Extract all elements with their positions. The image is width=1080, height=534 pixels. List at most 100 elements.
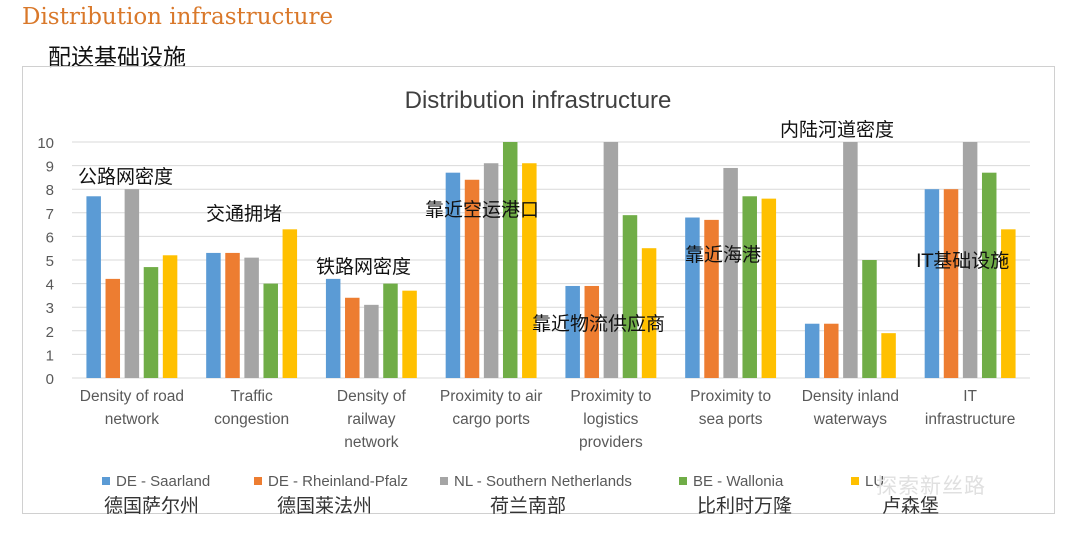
bar [584, 285, 600, 378]
bars [86, 142, 1016, 378]
legend-swatch [254, 477, 262, 485]
bar [263, 283, 278, 378]
bar [962, 142, 978, 378]
bar [502, 142, 518, 378]
legend-swatch [440, 477, 448, 485]
bar [824, 323, 839, 378]
bar [641, 248, 657, 378]
y-tick-label: 5 [46, 253, 54, 270]
annotation-label: 靠近空运港口 [425, 199, 539, 221]
x-tick-label: congestion [214, 411, 289, 428]
bar [603, 142, 619, 378]
y-axis-ticks: 0 1 2 3 4 5 6 7 8 9 10 [37, 135, 54, 388]
y-tick-label: 10 [37, 135, 54, 152]
x-tick-label: infrastructure [925, 411, 1015, 428]
bar [704, 219, 719, 378]
legend-swatch [851, 477, 859, 485]
bar [522, 163, 537, 378]
x-tick-label: network [344, 434, 399, 451]
bar [345, 297, 360, 378]
x-tick-label: waterways [813, 411, 887, 428]
legend-label-cn: 比利时万隆 [697, 495, 792, 517]
bar [843, 142, 858, 378]
x-tick-label: Proximity to [570, 388, 651, 405]
bar [124, 189, 140, 378]
x-axis-labels: Density of road network Traffic congestion D… [80, 388, 1016, 451]
bar [862, 260, 877, 378]
bar [742, 196, 757, 378]
bar [244, 257, 259, 378]
annotation-label: 公路网密度 [78, 166, 173, 188]
chart-frame [22, 66, 1055, 514]
bar [622, 215, 638, 378]
legend-label-cn: 卢森堡 [882, 495, 939, 517]
annotation-label: 铁路网密度 [316, 256, 411, 278]
x-tick-label: sea ports [699, 411, 763, 428]
bar [445, 172, 461, 378]
bar [325, 278, 341, 378]
x-tick-label: logistics [583, 411, 638, 428]
bar [86, 196, 101, 378]
bar [402, 290, 417, 378]
annotation-label: 内陆河道密度 [780, 119, 894, 141]
bar [206, 252, 221, 378]
bar [1001, 229, 1016, 378]
y-tick-label: 0 [46, 371, 54, 388]
bar [685, 217, 700, 378]
annotation-label: 靠近海港 [685, 244, 761, 266]
legend-label: LU [865, 473, 884, 490]
bar [225, 252, 240, 378]
x-tick-label: providers [579, 434, 643, 451]
x-tick-label: Density of [337, 388, 407, 405]
legend: DE - Saarland 德国萨尔州 DE - Rheinland-Pfalz 德国… [102, 473, 939, 517]
slide-title: Distribution infrastructure [22, 4, 334, 30]
legend-swatch [679, 477, 687, 485]
y-tick-label: 9 [46, 159, 54, 176]
chart-title: Distribution infrastructure [405, 87, 672, 114]
bar [383, 283, 398, 378]
bar [981, 172, 997, 378]
bar [565, 285, 580, 378]
annotation-label: 交通拥堵 [206, 203, 282, 225]
legend-swatch [102, 477, 110, 485]
legend-label: NL - Southern Netherlands [454, 473, 632, 490]
x-tick-label: Density of road [80, 388, 184, 405]
bar [143, 267, 159, 378]
bar [924, 189, 940, 378]
bar [282, 229, 298, 378]
x-tick-label: Proximity to [690, 388, 771, 405]
x-tick-label: Density inland [802, 388, 899, 405]
x-tick-label: IT [963, 388, 977, 405]
x-tick-label: Proximity to air [440, 388, 543, 405]
bar [105, 278, 121, 378]
y-tick-label: 7 [46, 206, 54, 223]
y-tick-label: 2 [46, 324, 54, 341]
watermark: 探索新丝路 [876, 474, 986, 498]
legend-label-cn: 德国莱法州 [277, 495, 372, 517]
legend-label: BE - Wallonia [693, 473, 784, 490]
bar [464, 179, 480, 378]
bar [804, 323, 820, 378]
annotation-label: 靠近物流供应商 [532, 313, 665, 335]
bar [483, 163, 499, 378]
x-tick-label: network [105, 411, 160, 428]
legend-label: DE - Rheinland-Pfalz [268, 473, 408, 490]
y-tick-label: 1 [46, 347, 54, 364]
y-tick-label: 3 [46, 300, 54, 317]
x-tick-label: cargo ports [452, 411, 530, 428]
bar [881, 333, 896, 378]
legend-label-cn: 德国萨尔州 [104, 495, 199, 517]
bar [943, 189, 959, 378]
x-tick-label: railway [347, 411, 395, 428]
legend-label: DE - Saarland [116, 473, 210, 490]
y-tick-label: 4 [46, 277, 54, 294]
bar [162, 255, 178, 378]
x-tick-label: Traffic [231, 388, 273, 405]
bar [723, 167, 738, 378]
y-tick-label: 6 [46, 229, 54, 246]
bar [761, 198, 777, 378]
annotation-label: IT基础设施 [916, 250, 1009, 272]
y-tick-label: 8 [46, 182, 54, 199]
